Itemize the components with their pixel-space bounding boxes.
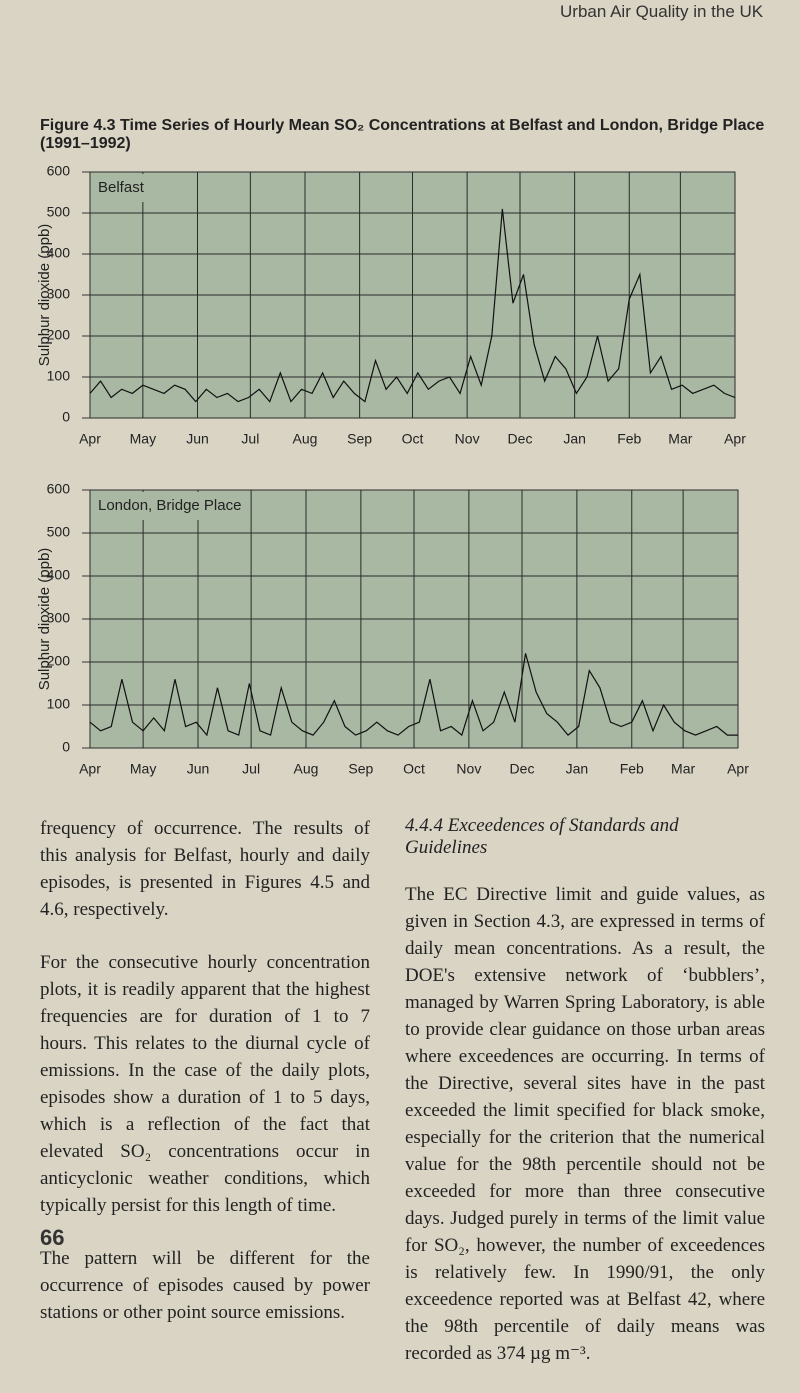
- x-tick-label: Feb: [617, 431, 641, 447]
- x-tick-label: Jun: [187, 761, 210, 777]
- y-tick-label: 400: [47, 567, 71, 583]
- x-tick-label: Jun: [186, 431, 209, 447]
- y-tick-label: 600: [47, 163, 71, 179]
- x-tick-label: Aug: [293, 431, 318, 447]
- y-tick-label: 100: [47, 368, 71, 384]
- paragraph: The EC Directive limit and guide values,…: [405, 884, 765, 1364]
- y-tick-label: 0: [62, 739, 70, 755]
- x-tick-label: Sep: [348, 761, 373, 777]
- y-axis-title: Sulphur dioxide (ppb): [36, 548, 53, 691]
- panel-label: Belfast: [98, 179, 145, 196]
- y-tick-label: 300: [47, 286, 71, 302]
- x-tick-label: Aug: [294, 761, 319, 777]
- x-tick-label: Jul: [242, 761, 260, 777]
- y-tick-label: 100: [47, 696, 71, 712]
- x-tick-label: Jul: [241, 431, 259, 447]
- y-tick-label: 200: [47, 327, 71, 343]
- x-tick-label: Apr: [79, 761, 101, 777]
- x-tick-label: Sep: [347, 431, 372, 447]
- charts: 0 100 200 300 400 500 600 Apr May Jun Jul Aug Sep Oct…: [36, 163, 749, 777]
- data-line: [89, 653, 738, 737]
- running-header: Urban Air Quality in the UK: [560, 2, 764, 21]
- x-tick-label: May: [130, 431, 156, 447]
- x-tick-label: Nov: [456, 761, 481, 777]
- x-tick-label: Apr: [727, 761, 749, 777]
- x-tick-label: Dec: [508, 431, 533, 447]
- x-tick-label: Oct: [402, 431, 424, 447]
- y-tick-label: 200: [47, 653, 71, 669]
- x-tick-label: Apr: [79, 431, 101, 447]
- panel-label-box: [92, 492, 242, 520]
- paragraph: For the consecutive hourly concentration…: [40, 952, 370, 1216]
- figure-title: Figure 4.3 Time Series of Hourly Mean SO…: [40, 117, 765, 152]
- page: Urban Air Quality in the UK Figure 4.3 T…: [36, 2, 765, 1364]
- y-tick-label: 400: [47, 245, 71, 261]
- data-line: [89, 208, 736, 403]
- x-tick-label: Feb: [620, 761, 644, 777]
- y-axis-title: Sulphur dioxide (ppb): [36, 224, 53, 367]
- y-tick-label: 500: [47, 524, 71, 540]
- x-tick-label: Jan: [563, 431, 586, 447]
- x-tick-label: Mar: [671, 761, 695, 777]
- page-number: 66: [40, 1225, 65, 1250]
- paragraph: frequency of occurrence. The results of …: [40, 818, 370, 920]
- x-tick-label: Oct: [403, 761, 425, 777]
- right-column: 4.4.4 Exceedences of Standards and Guide…: [405, 815, 765, 1393]
- panel-label-box: [92, 174, 162, 202]
- x-tick-label: Mar: [668, 431, 692, 447]
- y-tick-label: 600: [47, 481, 71, 497]
- y-tick-label: 300: [47, 610, 71, 626]
- x-tick-label: Nov: [455, 431, 480, 447]
- left-column: frequency of occurrence. The results of …: [40, 815, 370, 1352]
- x-tick-label: Apr: [724, 431, 746, 447]
- paragraph: The pattern will be different for the oc…: [40, 1248, 370, 1323]
- section-heading: 4.4.4 Exceedences of Standards and Guide…: [405, 815, 679, 858]
- x-tick-label: Jan: [566, 761, 589, 777]
- y-tick-label: 500: [47, 204, 71, 220]
- x-tick-label: May: [130, 761, 156, 777]
- x-tick-label: Dec: [510, 761, 535, 777]
- y-tick-label: 0: [62, 409, 70, 425]
- panel-label: London, Bridge Place: [98, 497, 241, 514]
